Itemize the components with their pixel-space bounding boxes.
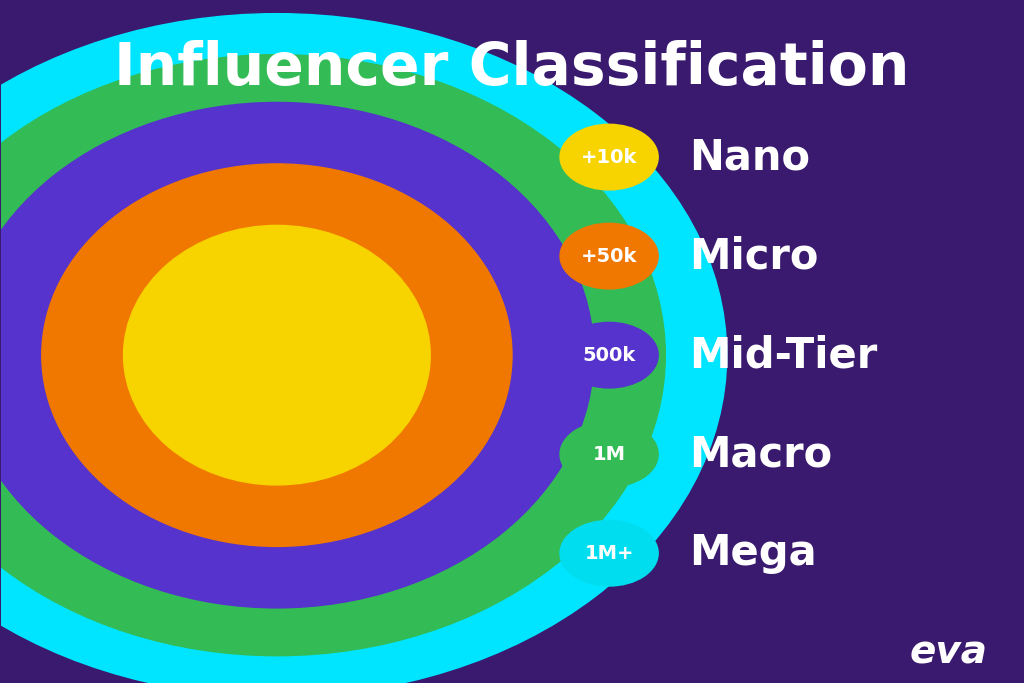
Text: Micro: Micro [689, 235, 818, 277]
Text: 1M: 1M [593, 445, 626, 464]
Ellipse shape [0, 14, 727, 683]
Text: Mega: Mega [689, 532, 816, 574]
Circle shape [560, 322, 658, 388]
Text: eva: eva [909, 633, 987, 671]
Text: 500k: 500k [583, 346, 636, 365]
Circle shape [560, 223, 658, 289]
Text: 1M+: 1M+ [585, 544, 634, 563]
Text: Influencer Classification: Influencer Classification [115, 40, 909, 97]
Ellipse shape [124, 225, 430, 485]
Circle shape [560, 421, 658, 487]
Circle shape [560, 124, 658, 190]
Circle shape [560, 520, 658, 586]
Text: Nano: Nano [689, 136, 810, 178]
Text: +50k: +50k [581, 247, 637, 266]
Text: +10k: +10k [581, 148, 637, 167]
Ellipse shape [0, 102, 594, 608]
Ellipse shape [42, 164, 512, 546]
Ellipse shape [0, 55, 666, 656]
Text: Macro: Macro [689, 433, 831, 475]
Text: Mid-Tier: Mid-Tier [689, 334, 878, 376]
